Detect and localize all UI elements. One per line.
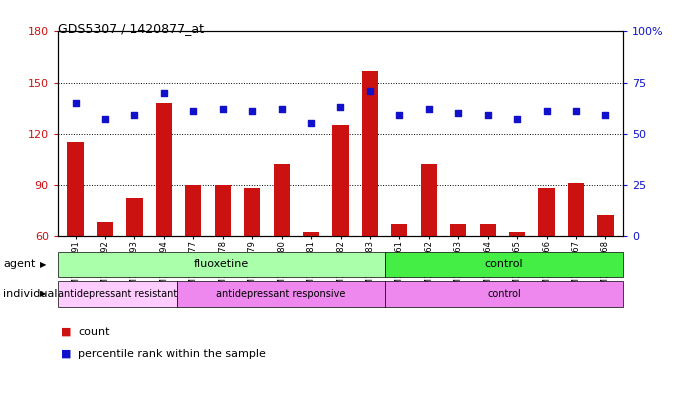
Text: ▶: ▶ [39,289,46,298]
Point [511,116,522,123]
Point [335,104,346,110]
Bar [97,222,113,236]
Bar [479,224,496,236]
Point [247,108,257,114]
Bar [58,252,385,277]
Bar [385,252,623,277]
Text: count: count [78,327,110,337]
Point [364,88,375,94]
Point [276,106,287,112]
Text: antidepressant responsive: antidepressant responsive [217,289,346,299]
Point [99,116,110,123]
Text: antidepressant resistant: antidepressant resistant [58,289,177,299]
Bar [156,103,172,236]
Text: agent: agent [3,259,36,269]
Point [600,112,611,118]
Point [217,106,228,112]
Point [571,108,582,114]
Bar [421,164,437,236]
Bar [450,224,466,236]
Bar [274,164,289,236]
Bar [509,232,525,236]
Bar [244,188,260,236]
Bar [332,125,349,236]
Point [394,112,405,118]
Text: individual: individual [3,289,58,299]
Bar [303,232,319,236]
Text: GDS5307 / 1420877_at: GDS5307 / 1420877_at [58,22,204,35]
Point [70,100,81,106]
Text: control: control [487,289,521,299]
Bar [568,183,584,236]
Bar [539,188,554,236]
Bar [597,215,614,236]
Text: fluoxetine: fluoxetine [194,259,249,269]
Bar [58,281,177,307]
Text: ■: ■ [61,349,72,359]
Text: percentile rank within the sample: percentile rank within the sample [78,349,266,359]
Point [188,108,199,114]
Text: control: control [485,259,524,269]
Bar [67,142,84,236]
Bar [385,281,623,307]
Point [306,120,317,127]
Point [482,112,493,118]
Bar [215,185,231,236]
Bar [185,185,202,236]
Point [129,112,140,118]
Bar [127,198,142,236]
Bar [177,281,385,307]
Point [159,90,170,96]
Point [541,108,552,114]
Point [424,106,434,112]
Point [453,110,464,116]
Bar [392,224,407,236]
Text: ■: ■ [61,327,72,337]
Bar [362,71,378,236]
Text: ▶: ▶ [39,260,46,269]
